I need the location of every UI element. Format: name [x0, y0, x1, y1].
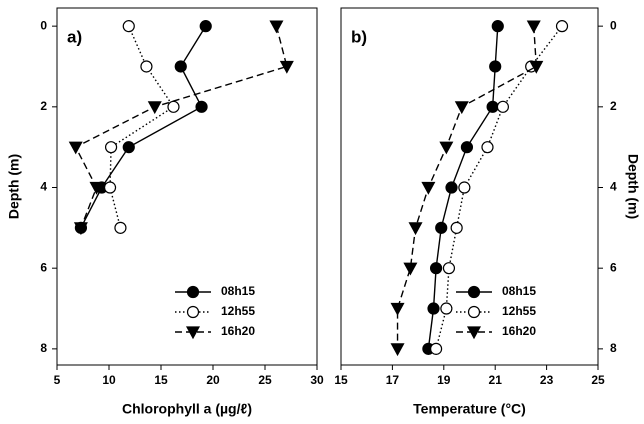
marker — [496, 100, 510, 113]
legend-marker — [185, 326, 201, 340]
series-line — [74, 25, 288, 229]
series-line — [80, 25, 207, 229]
marker — [140, 60, 153, 73]
marker — [429, 262, 443, 275]
panel-label: a) — [67, 27, 82, 46]
x-tick-label: 30 — [310, 373, 324, 387]
marker — [195, 100, 208, 113]
legend-label: 16h20 — [221, 324, 255, 338]
marker — [73, 222, 88, 236]
marker — [122, 20, 135, 33]
y-tick-label: 0 — [40, 18, 47, 32]
marker — [526, 20, 541, 34]
marker — [68, 141, 83, 155]
marker — [435, 221, 448, 234]
marker — [439, 141, 454, 155]
legend-marker — [467, 305, 481, 319]
y-axis-title: Depth (m) — [6, 154, 22, 219]
marker — [529, 60, 544, 74]
x-tick-label: 19 — [437, 373, 451, 387]
x-tick-label: 15 — [154, 373, 168, 387]
marker — [460, 141, 474, 154]
y-axis-title: Depth (m) — [625, 154, 641, 219]
marker — [147, 101, 162, 115]
y-tick-label: 2 — [610, 99, 617, 113]
legend-marker — [467, 285, 481, 299]
marker — [481, 141, 494, 154]
marker — [114, 221, 127, 234]
marker — [104, 141, 118, 154]
y-tick-label: 8 — [40, 341, 47, 355]
marker — [454, 101, 469, 115]
marker — [486, 100, 499, 113]
x-tick-label: 10 — [102, 373, 116, 387]
marker — [555, 20, 569, 33]
x-tick-label: 21 — [489, 373, 503, 387]
legend-label: 08h15 — [502, 284, 536, 298]
marker — [122, 141, 135, 154]
x-axis-title: Chlorophyll a (µg/ℓ) — [122, 401, 252, 417]
marker — [167, 100, 180, 113]
legend-label: 16h20 — [502, 324, 536, 338]
marker — [89, 181, 104, 195]
marker — [390, 302, 405, 316]
marker — [445, 181, 458, 194]
marker — [489, 60, 502, 73]
marker — [390, 343, 405, 357]
x-tick-label: 23 — [540, 373, 554, 387]
marker — [199, 20, 212, 33]
marker — [450, 221, 463, 234]
panel-label: b) — [351, 27, 367, 46]
marker — [408, 222, 423, 236]
marker — [427, 302, 440, 315]
x-tick-label: 15 — [334, 373, 348, 387]
y-tick-label: 4 — [40, 180, 47, 194]
marker — [421, 181, 436, 195]
x-tick-label: 20 — [206, 373, 220, 387]
y-tick-label: 8 — [610, 341, 617, 355]
y-tick-label: 0 — [610, 18, 617, 32]
legend-marker — [466, 326, 482, 340]
marker — [491, 20, 504, 33]
x-tick-label: 5 — [54, 373, 61, 387]
plot-frame — [340, 7, 599, 366]
marker — [442, 262, 456, 275]
x-tick-label: 17 — [386, 373, 400, 387]
legend-marker — [186, 285, 200, 299]
y-tick-label: 6 — [40, 260, 47, 274]
marker — [103, 181, 117, 194]
y-tick-label: 6 — [610, 260, 617, 274]
marker — [440, 302, 453, 315]
plot-frame — [56, 7, 318, 366]
legend-label: 08h15 — [221, 284, 255, 298]
x-axis-title: Temperature (°C) — [413, 401, 526, 417]
legend-marker — [186, 305, 200, 319]
y-tick-label: 2 — [40, 99, 47, 113]
x-tick-label: 25 — [591, 373, 605, 387]
legend-label: 12h55 — [221, 304, 255, 318]
marker — [458, 181, 471, 194]
legend-label: 12h55 — [502, 304, 536, 318]
marker — [403, 262, 418, 276]
marker — [269, 20, 284, 34]
x-tick-label: 25 — [258, 373, 272, 387]
marker — [429, 342, 443, 355]
y-tick-label: 4 — [610, 180, 617, 194]
marker — [174, 60, 187, 73]
marker — [279, 60, 294, 74]
series-line — [109, 25, 175, 229]
